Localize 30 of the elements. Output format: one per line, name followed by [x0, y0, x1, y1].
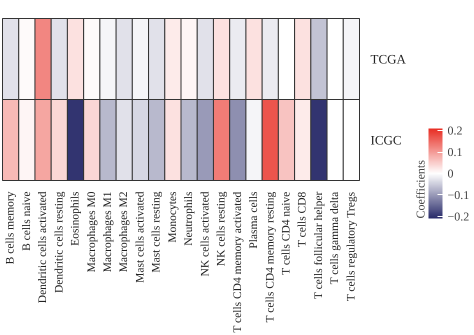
x-tick-label: Macrophages M2 [118, 191, 130, 272]
x-tick-label: T cells regulatory Tregs [345, 191, 358, 302]
y-tick-label: ICGC [370, 132, 402, 148]
x-tick-label: Mast cells resting [150, 191, 163, 273]
x-tick-label: NK cells activated [199, 191, 212, 276]
x-tick-label: Mast cells activated [134, 191, 146, 283]
x-tick-label: Macrophages M1 [102, 191, 114, 272]
x-tick-label: B cells memory [4, 191, 17, 264]
x-tick-label: T cells CD4 memory activated [232, 191, 244, 333]
color-bar-label: 0 [448, 166, 454, 180]
x-tick-label: T cells gamma delta [329, 192, 342, 284]
x-tick-label: T cells CD4 naive [280, 192, 292, 275]
color-bar-label: 0.1 [448, 145, 462, 160]
x-tick-label: T cells CD8 [296, 191, 309, 248]
x-tick-label: B cells naive [20, 191, 33, 251]
x-tick-label: Plasma cells [248, 190, 260, 249]
x-tick-label: T cells follicular helper [312, 192, 325, 300]
x-tick-label: Eosinophils [70, 190, 82, 246]
x-tick-label: T cells CD4 memory resting [264, 191, 276, 322]
x-tick-label: Dendritic cells resting [53, 191, 66, 294]
color-bar-title: Coefficients [414, 160, 428, 218]
x-tick-label: Dendritic cells activated [37, 191, 50, 304]
x-tick-label: Monocytes [166, 190, 179, 243]
x-tick-label: NK cells resting [216, 191, 228, 266]
x-tick-label: Macrophages M0 [86, 191, 98, 272]
y-tick-label: TCGA [370, 52, 406, 66]
x-tick-label: Neutrophils [183, 190, 196, 246]
color-bar-label: −0.1 [448, 188, 470, 202]
color-bar-label: 0.2 [448, 124, 462, 138]
color-bar-label: −0.2 [448, 209, 470, 224]
